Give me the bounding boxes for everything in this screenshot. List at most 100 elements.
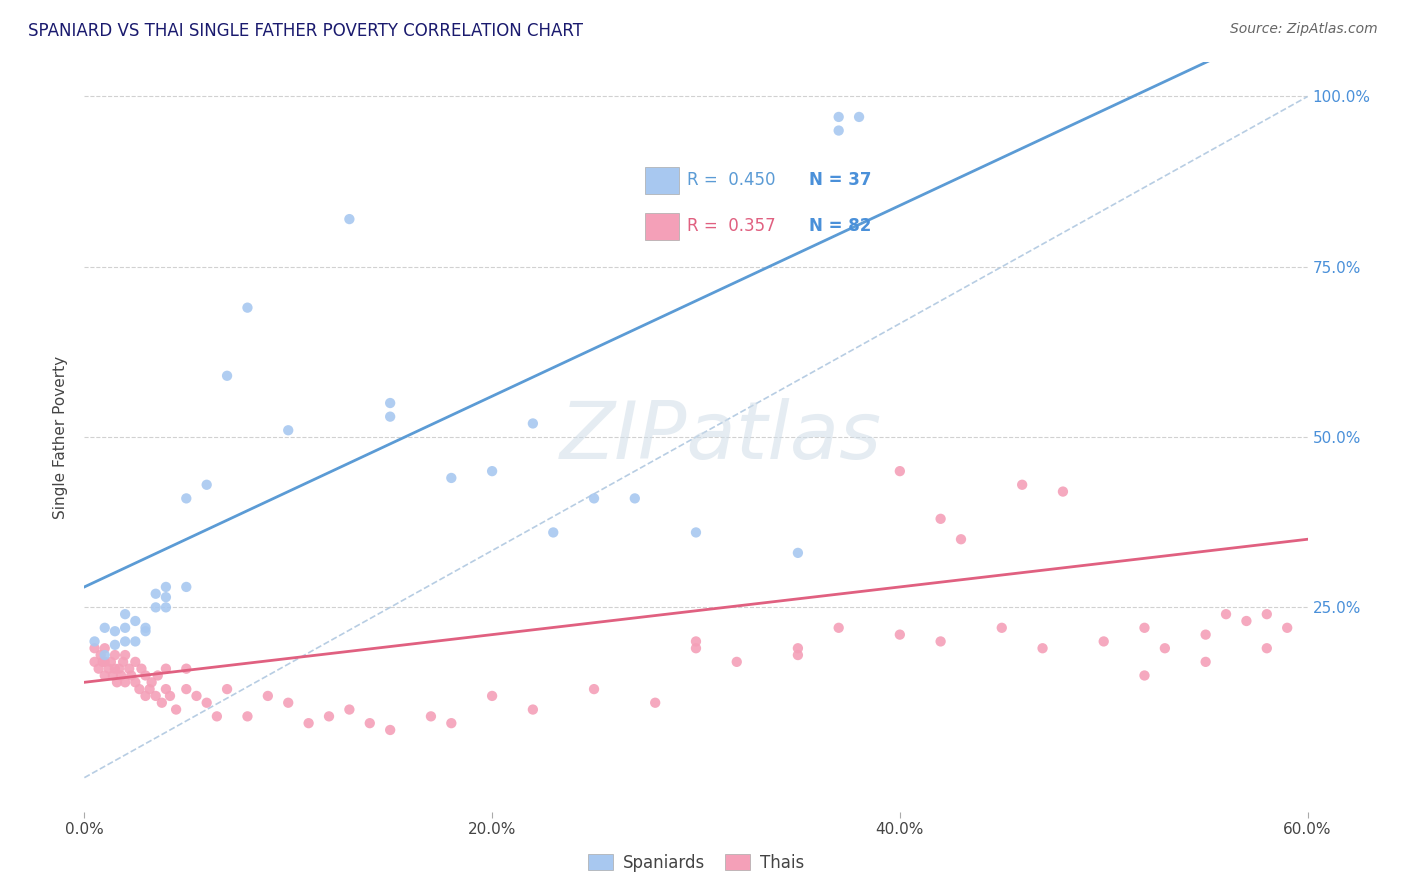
Point bbox=[583, 682, 606, 697]
Point bbox=[257, 689, 280, 703]
Point bbox=[318, 709, 340, 723]
Point bbox=[112, 655, 135, 669]
Point bbox=[165, 702, 187, 716]
Point bbox=[685, 634, 707, 648]
Point bbox=[1256, 607, 1278, 622]
Point bbox=[1236, 614, 1258, 628]
Point bbox=[828, 110, 851, 124]
Point bbox=[1195, 627, 1218, 641]
Point bbox=[155, 682, 177, 697]
Point bbox=[1011, 477, 1033, 491]
Point bbox=[105, 675, 128, 690]
Point bbox=[159, 689, 181, 703]
Point bbox=[83, 641, 105, 656]
Point bbox=[145, 600, 167, 615]
Point bbox=[174, 682, 197, 697]
Point bbox=[1092, 634, 1115, 648]
Point bbox=[114, 634, 136, 648]
Point bbox=[787, 546, 810, 560]
Text: R =  0.357: R = 0.357 bbox=[688, 218, 776, 235]
Text: Source: ZipAtlas.com: Source: ZipAtlas.com bbox=[1230, 22, 1378, 37]
Point bbox=[1032, 641, 1054, 656]
Point bbox=[848, 110, 870, 124]
Point bbox=[583, 491, 606, 506]
Point bbox=[1215, 607, 1237, 622]
Point bbox=[91, 655, 114, 669]
Point bbox=[155, 600, 177, 615]
Point bbox=[101, 668, 124, 682]
Point bbox=[277, 423, 299, 437]
Text: N = 37: N = 37 bbox=[808, 171, 872, 189]
Point bbox=[787, 648, 810, 662]
Point bbox=[440, 471, 463, 485]
Point bbox=[124, 634, 146, 648]
Point bbox=[685, 525, 707, 540]
Point bbox=[298, 716, 321, 731]
Point bbox=[889, 627, 911, 641]
Point bbox=[929, 634, 952, 648]
Point bbox=[380, 409, 402, 424]
Point bbox=[100, 655, 122, 669]
Point bbox=[174, 662, 197, 676]
Point bbox=[624, 491, 647, 506]
Point bbox=[104, 624, 127, 639]
Point bbox=[138, 682, 160, 697]
Point bbox=[359, 716, 381, 731]
Point bbox=[889, 464, 911, 478]
Point bbox=[277, 696, 299, 710]
Point bbox=[1256, 641, 1278, 656]
Point bbox=[93, 621, 115, 635]
Point bbox=[195, 477, 218, 491]
Point bbox=[1133, 668, 1156, 682]
Point bbox=[1195, 655, 1218, 669]
Point bbox=[150, 696, 173, 710]
Point bbox=[522, 417, 544, 431]
Point bbox=[131, 662, 153, 676]
Point bbox=[217, 682, 239, 697]
Point bbox=[124, 614, 146, 628]
Point bbox=[110, 668, 132, 682]
Point bbox=[104, 638, 127, 652]
Point bbox=[828, 123, 851, 137]
Point bbox=[104, 648, 127, 662]
Point bbox=[128, 682, 150, 697]
Point bbox=[481, 464, 503, 478]
Point bbox=[950, 533, 973, 547]
Point bbox=[1133, 621, 1156, 635]
Point bbox=[135, 689, 157, 703]
Point bbox=[108, 662, 131, 676]
Point bbox=[236, 709, 259, 723]
Point bbox=[174, 491, 197, 506]
Point bbox=[93, 648, 115, 662]
Point bbox=[155, 590, 177, 604]
Point bbox=[174, 580, 197, 594]
Point bbox=[155, 580, 177, 594]
Point bbox=[93, 641, 115, 656]
Point bbox=[93, 668, 115, 682]
Point bbox=[685, 641, 707, 656]
Y-axis label: Single Father Poverty: Single Father Poverty bbox=[53, 356, 69, 518]
Legend: Spaniards, Thais: Spaniards, Thais bbox=[581, 847, 811, 879]
Point bbox=[118, 662, 141, 676]
Point bbox=[145, 587, 167, 601]
Point bbox=[146, 668, 169, 682]
Text: SPANIARD VS THAI SINGLE FATHER POVERTY CORRELATION CHART: SPANIARD VS THAI SINGLE FATHER POVERTY C… bbox=[28, 22, 583, 40]
Text: R =  0.450: R = 0.450 bbox=[688, 171, 776, 189]
Point bbox=[124, 675, 146, 690]
Point bbox=[339, 702, 361, 716]
Point bbox=[380, 723, 402, 737]
Point bbox=[440, 716, 463, 731]
Point bbox=[114, 648, 136, 662]
Point bbox=[929, 512, 952, 526]
Point bbox=[725, 655, 748, 669]
Point bbox=[1277, 621, 1299, 635]
Text: N = 82: N = 82 bbox=[808, 218, 872, 235]
FancyBboxPatch shape bbox=[645, 167, 679, 194]
Point bbox=[828, 621, 851, 635]
Point bbox=[135, 624, 157, 639]
Point bbox=[644, 696, 666, 710]
Point bbox=[186, 689, 208, 703]
Point bbox=[87, 662, 110, 676]
Point bbox=[339, 212, 361, 227]
Point bbox=[104, 662, 127, 676]
